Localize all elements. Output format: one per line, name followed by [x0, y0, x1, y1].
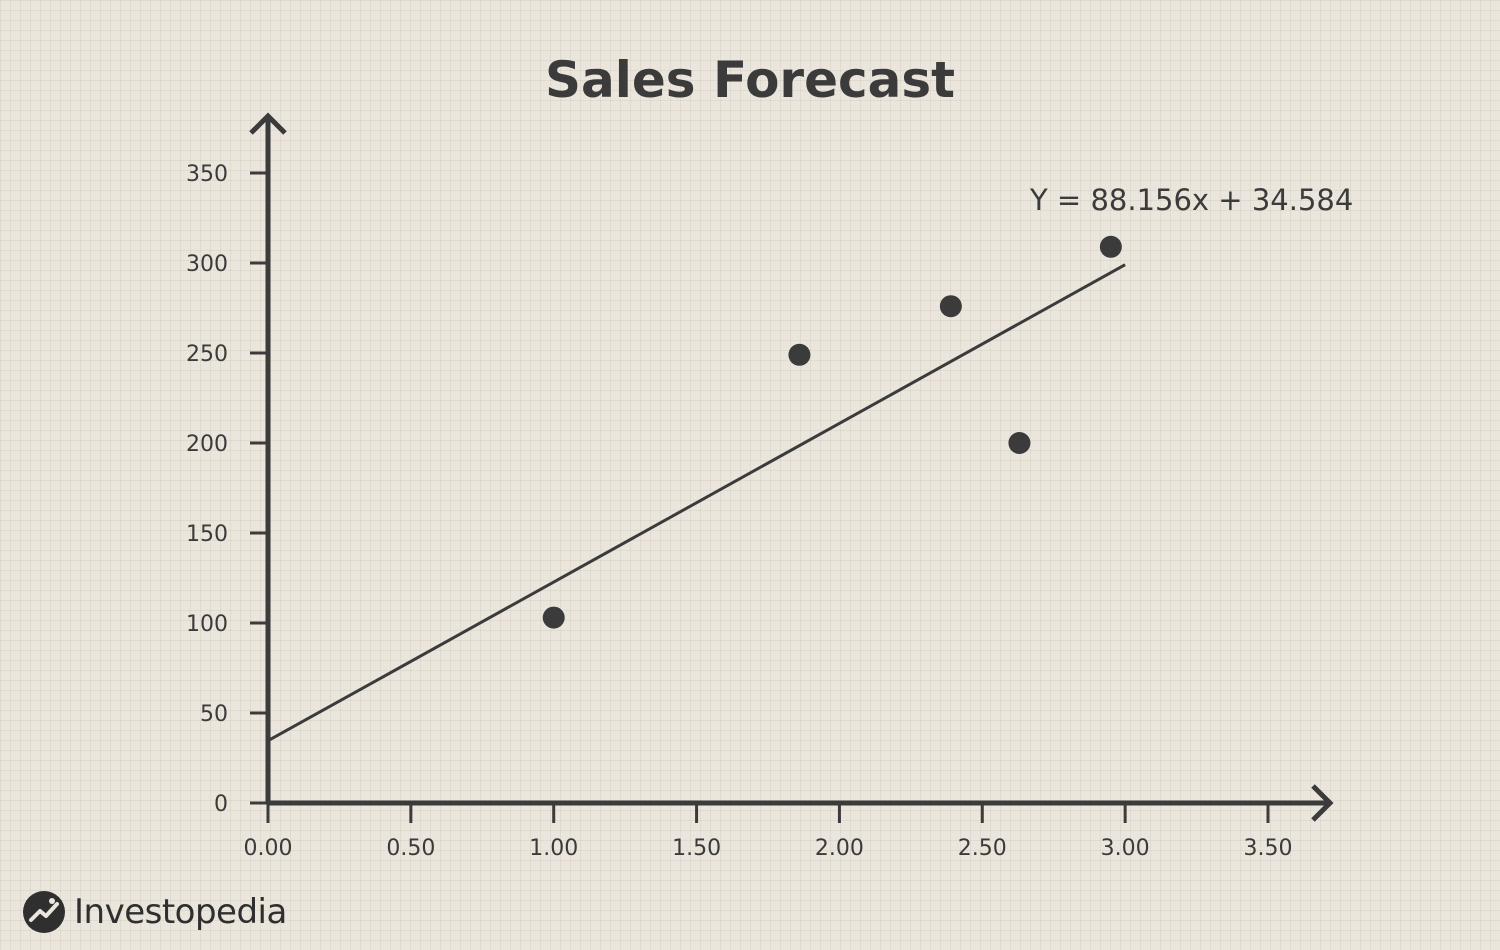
y-tick-label: 200	[186, 432, 228, 457]
brand-name: Investopedia	[74, 892, 287, 932]
y-tick-label: 0	[214, 792, 228, 817]
trendline	[267, 263, 1126, 743]
data-point	[1099, 235, 1122, 258]
investopedia-logo-icon	[23, 891, 65, 933]
y-tick-label: 300	[186, 252, 228, 277]
x-tick-label: 3.00	[1101, 836, 1150, 861]
brand-logo: Investopedia	[22, 885, 287, 939]
data-point	[542, 606, 565, 629]
data-point	[1008, 432, 1031, 454]
x-tick-label: 0.50	[386, 836, 435, 861]
trendline-equation: Y = 88.156x + 34.584	[1029, 183, 1353, 217]
data-point	[939, 295, 962, 318]
x-tick-label: 2.00	[815, 836, 864, 861]
data-point	[788, 343, 811, 366]
data-points	[542, 235, 1122, 629]
y-axis-arrow	[249, 112, 287, 135]
y-tick-label: 250	[186, 342, 228, 367]
x-tick-label: 1.00	[529, 836, 578, 861]
x-tick-label: 0.00	[244, 836, 293, 861]
x-tick-label: 3.50	[1244, 836, 1293, 861]
x-tick-label: 1.50	[672, 836, 721, 861]
y-tick-label: 100	[186, 612, 228, 637]
axes	[249, 112, 1334, 822]
x-tick-label: 2.50	[958, 836, 1007, 861]
y-tick-label: 150	[186, 522, 228, 547]
trendline-group	[267, 263, 1126, 743]
y-tick-label: 350	[186, 162, 228, 187]
y-tick-label: 50	[200, 702, 228, 727]
x-axis-arrow	[1311, 784, 1334, 822]
ticks: 0 50 100 150 200 250 300 350 0.00 0.50 1.00 1.50 2.0…	[186, 162, 1292, 861]
chart-title: Sales Forecast	[545, 51, 955, 109]
